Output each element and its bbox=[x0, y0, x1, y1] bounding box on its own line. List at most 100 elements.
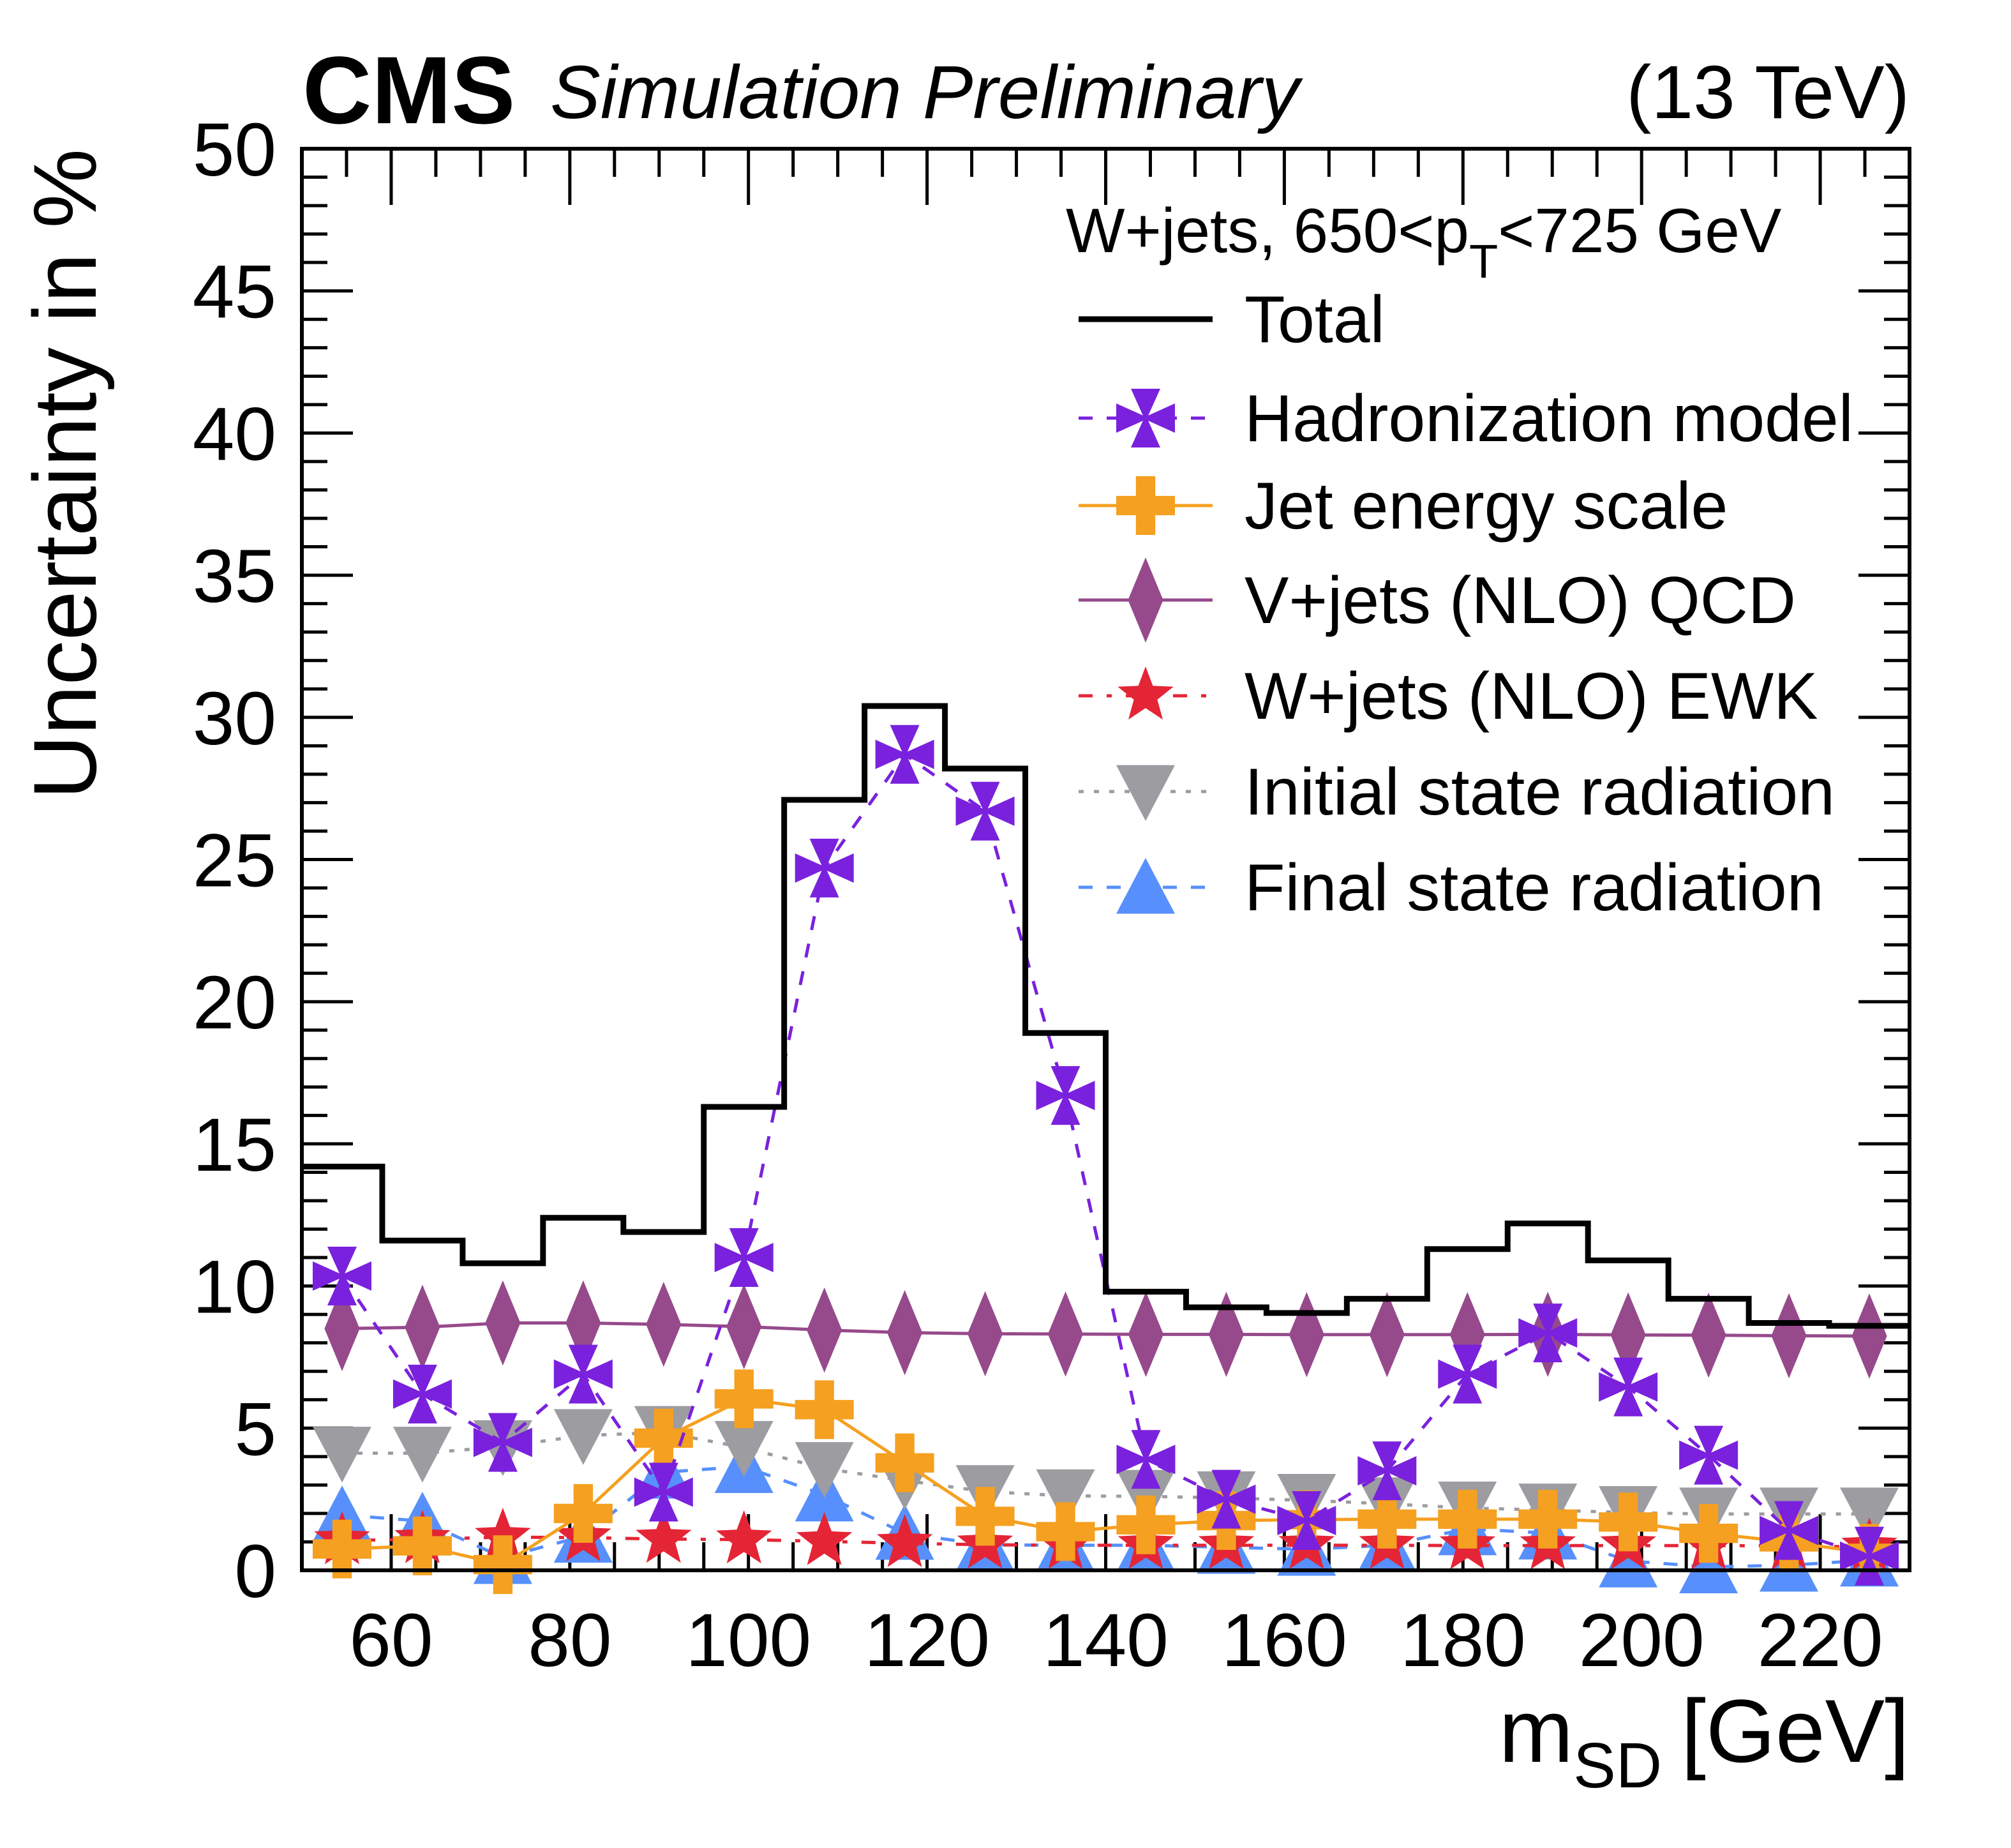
data-point bbox=[634, 1408, 693, 1468]
data-point bbox=[875, 1433, 934, 1492]
legend-item-w-jets-nlo-ewk: W+jets (NLO) EWK bbox=[1079, 659, 1818, 733]
data-point bbox=[634, 1462, 693, 1522]
data-point bbox=[392, 1516, 452, 1575]
data-point bbox=[1128, 1291, 1164, 1378]
data-point bbox=[1277, 1491, 1336, 1551]
data-point bbox=[1679, 1537, 1738, 1594]
legend-label: Jet energy scale bbox=[1245, 469, 1728, 543]
data-point bbox=[312, 1427, 371, 1483]
legend-header-text: W+jets, 650<p bbox=[1066, 195, 1469, 266]
legend-marker bbox=[1116, 858, 1175, 914]
x-tick-label: 80 bbox=[528, 1598, 611, 1683]
data-point bbox=[1518, 1489, 1578, 1549]
data-point bbox=[1116, 1495, 1176, 1554]
data-point bbox=[1599, 1357, 1658, 1416]
data-point bbox=[795, 1442, 854, 1498]
legend-marker bbox=[1116, 765, 1175, 821]
data-point bbox=[1438, 1489, 1497, 1549]
data-point bbox=[553, 1409, 613, 1465]
legend-marker bbox=[1116, 389, 1175, 447]
y-tick-label: 40 bbox=[193, 392, 276, 476]
y-tick-label: 50 bbox=[193, 108, 276, 192]
data-point bbox=[1369, 1292, 1405, 1378]
legend-item-final-state-radiation: Final state radiation bbox=[1079, 851, 1824, 925]
y-tick-label: 45 bbox=[193, 250, 276, 334]
data-point bbox=[887, 1289, 923, 1376]
data-point bbox=[807, 1287, 842, 1373]
legend-entries: Total Hadronization model Jet energy scale… bbox=[1079, 283, 1853, 925]
data-point bbox=[392, 1364, 452, 1424]
data-point bbox=[714, 1228, 774, 1288]
series-layer bbox=[302, 703, 1910, 1595]
x-axis-title-unit: [GeV] bbox=[1681, 1681, 1910, 1781]
experiment-label: CMS bbox=[303, 36, 515, 144]
legend: W+jets, 650<pT<725 GeV Total Hadronizatio… bbox=[1066, 195, 1853, 925]
data-point bbox=[1679, 1425, 1738, 1485]
data-point bbox=[1518, 1303, 1578, 1363]
data-point bbox=[1610, 1292, 1646, 1378]
x-axis-title: mSD [GeV] bbox=[1499, 1681, 1910, 1801]
legend-marker bbox=[1128, 557, 1163, 643]
x-axis-title-sub: SD bbox=[1573, 1730, 1662, 1801]
data-point bbox=[1116, 1430, 1176, 1489]
data-point bbox=[553, 1344, 613, 1404]
x-tick-label: 60 bbox=[349, 1598, 433, 1683]
data-point bbox=[485, 1280, 521, 1366]
data-point bbox=[876, 1514, 933, 1567]
x-axis-title-main: m bbox=[1499, 1681, 1574, 1781]
y-tick-label: 0 bbox=[234, 1529, 276, 1614]
histogram-line bbox=[302, 703, 1910, 1329]
y-tick-label: 25 bbox=[193, 819, 276, 903]
legend-label: V+jets (NLO) QCD bbox=[1245, 564, 1796, 638]
y-axis-title: Uncertainty in % bbox=[15, 149, 115, 799]
data-point bbox=[967, 1291, 1003, 1377]
legend-label: Total bbox=[1245, 283, 1385, 357]
y-tick-label: 5 bbox=[234, 1387, 276, 1471]
legend-header-sub: T bbox=[1469, 235, 1498, 288]
data-point bbox=[312, 1247, 371, 1306]
energy-label: (13 TeV) bbox=[1626, 50, 1910, 135]
data-point bbox=[636, 1510, 692, 1563]
series-line bbox=[340, 752, 1870, 1558]
data-point bbox=[726, 1284, 762, 1369]
data-point bbox=[1599, 1531, 1658, 1588]
data-point bbox=[1771, 1293, 1807, 1379]
series-hadronization-model bbox=[312, 725, 1899, 1586]
legend-item-v-jets-nlo-qcd: V+jets (NLO) QCD bbox=[1079, 557, 1796, 643]
data-point bbox=[565, 1280, 601, 1366]
data-point bbox=[553, 1484, 613, 1543]
data-point bbox=[475, 1507, 531, 1561]
data-point bbox=[1599, 1492, 1658, 1552]
data-point bbox=[714, 1369, 774, 1429]
data-point bbox=[1036, 1502, 1095, 1561]
series-line bbox=[341, 1535, 1870, 1549]
y-tick-label: 30 bbox=[193, 677, 276, 761]
data-point bbox=[473, 1413, 532, 1472]
series-line bbox=[341, 1431, 1870, 1516]
status-label: Simulation Preliminary bbox=[550, 50, 1303, 135]
legend-label: W+jets (NLO) EWK bbox=[1245, 659, 1818, 733]
legend-header: W+jets, 650<pT<725 GeV bbox=[1066, 195, 1781, 288]
data-point bbox=[1691, 1292, 1726, 1378]
data-point bbox=[1840, 1526, 1899, 1586]
x-tick-label: 100 bbox=[685, 1598, 811, 1683]
legend-label: Initial state radiation bbox=[1245, 755, 1835, 829]
data-point bbox=[795, 1380, 854, 1439]
y-tick-label: 20 bbox=[193, 961, 276, 1045]
legend-marker bbox=[1116, 476, 1175, 535]
x-tick-label: 140 bbox=[1043, 1598, 1169, 1683]
data-point bbox=[324, 1286, 360, 1372]
legend-header-text-after: <725 GeV bbox=[1498, 195, 1781, 266]
data-point bbox=[716, 1510, 772, 1564]
data-point bbox=[1036, 1469, 1095, 1526]
data-point bbox=[1438, 1344, 1497, 1404]
data-point bbox=[1289, 1292, 1324, 1378]
x-tick-label: 180 bbox=[1400, 1598, 1526, 1683]
data-point bbox=[1036, 1066, 1095, 1125]
x-tick-label: 200 bbox=[1579, 1598, 1705, 1683]
legend-item-jet-energy-scale: Jet energy scale bbox=[1079, 469, 1728, 543]
data-point bbox=[714, 1421, 774, 1477]
data-point bbox=[1047, 1291, 1084, 1377]
x-tick-label: 160 bbox=[1222, 1598, 1347, 1683]
